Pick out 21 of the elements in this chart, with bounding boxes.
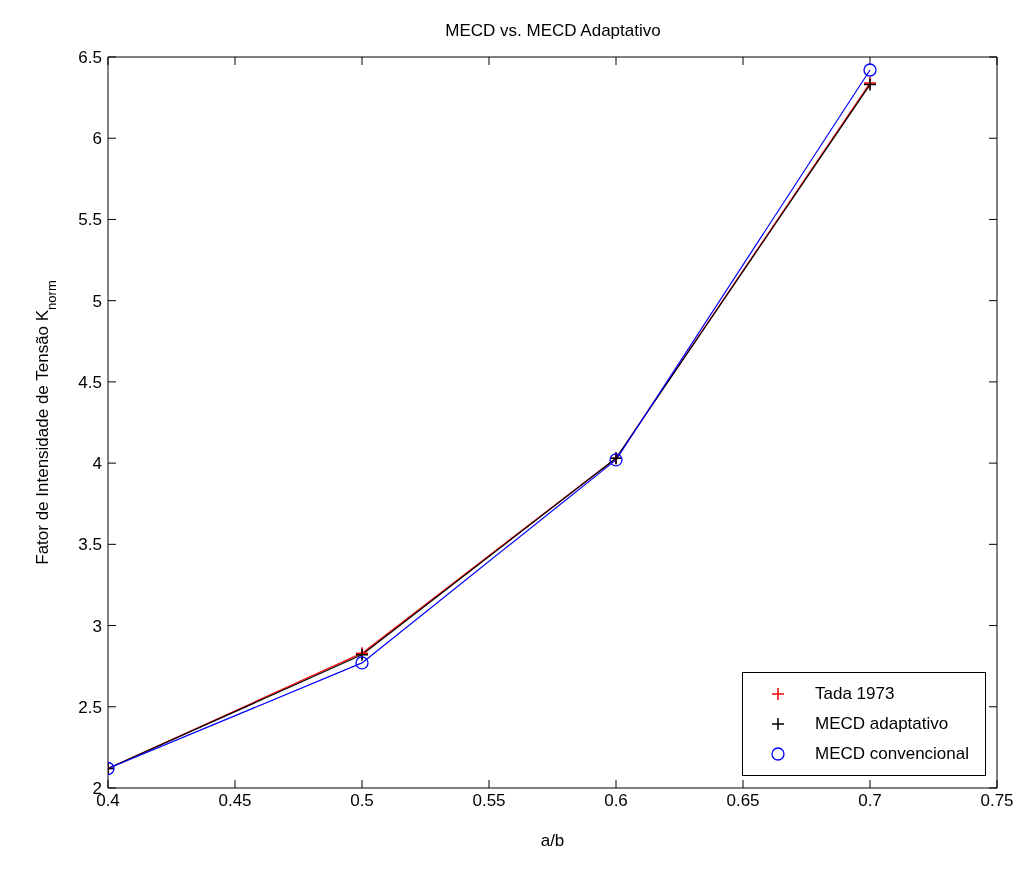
x-tick-label: 0.45 (218, 791, 252, 811)
x-tick-label: 0.55 (472, 791, 506, 811)
y-tick-label: 2.5 (78, 697, 102, 717)
chart-title: MECD vs. MECD Adaptativo (445, 21, 661, 40)
y-tick-label: 3 (92, 616, 102, 636)
legend-label: MECD convencional (814, 744, 969, 764)
y-tick-label: 4.5 (78, 372, 102, 392)
x-axis-title: a/b (540, 831, 565, 850)
legend-label: MECD adaptativo (814, 714, 949, 734)
y-tick-label: 3.5 (78, 535, 102, 555)
y-tick-label: 5.5 (78, 210, 102, 230)
x-tick-label: 0.6 (604, 791, 628, 811)
y-tick-label: 4 (92, 454, 102, 474)
y-tick-label: 6 (92, 129, 102, 149)
y-tick-label: 6.5 (78, 48, 102, 68)
x-tick-label: 0.5 (350, 791, 374, 811)
x-tick-label: 0.65 (726, 791, 760, 811)
y-tick-label: 5 (92, 291, 102, 311)
x-tick-label: 0.75 (980, 791, 1014, 811)
x-tick-label: 0.7 (858, 791, 882, 811)
legend-label: Tada 1973 (814, 684, 895, 704)
